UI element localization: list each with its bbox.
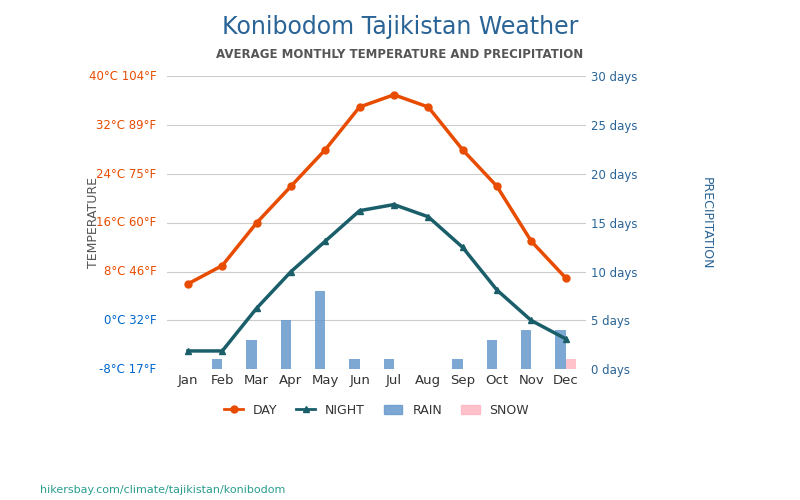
Text: 16°C 60°F: 16°C 60°F: [96, 216, 156, 230]
Text: 24°C 75°F: 24°C 75°F: [96, 168, 156, 180]
Text: 0°C 32°F: 0°C 32°F: [104, 314, 156, 327]
Bar: [452, 360, 462, 369]
Bar: [350, 360, 359, 369]
Bar: [566, 360, 576, 369]
Y-axis label: PRECIPITATION: PRECIPITATION: [700, 176, 713, 269]
Bar: [555, 330, 566, 369]
Bar: [212, 360, 222, 369]
Text: Konibodom Tajikistan Weather: Konibodom Tajikistan Weather: [222, 15, 578, 39]
Bar: [315, 291, 326, 369]
Bar: [486, 340, 497, 369]
Bar: [384, 360, 394, 369]
Text: 8°C 46°F: 8°C 46°F: [103, 265, 156, 278]
Y-axis label: TEMPERATURE: TEMPERATURE: [87, 178, 100, 268]
Bar: [246, 340, 257, 369]
Text: 40°C 104°F: 40°C 104°F: [89, 70, 156, 83]
Text: 32°C 89°F: 32°C 89°F: [96, 119, 156, 132]
Legend: DAY, NIGHT, RAIN, SNOW: DAY, NIGHT, RAIN, SNOW: [219, 398, 534, 421]
Text: AVERAGE MONTHLY TEMPERATURE AND PRECIPITATION: AVERAGE MONTHLY TEMPERATURE AND PRECIPIT…: [216, 48, 584, 60]
Bar: [281, 320, 291, 369]
Text: -8°C 17°F: -8°C 17°F: [99, 362, 156, 376]
Bar: [521, 330, 531, 369]
Text: hikersbay.com/climate/tajikistan/konibodom: hikersbay.com/climate/tajikistan/konibod…: [40, 485, 286, 495]
